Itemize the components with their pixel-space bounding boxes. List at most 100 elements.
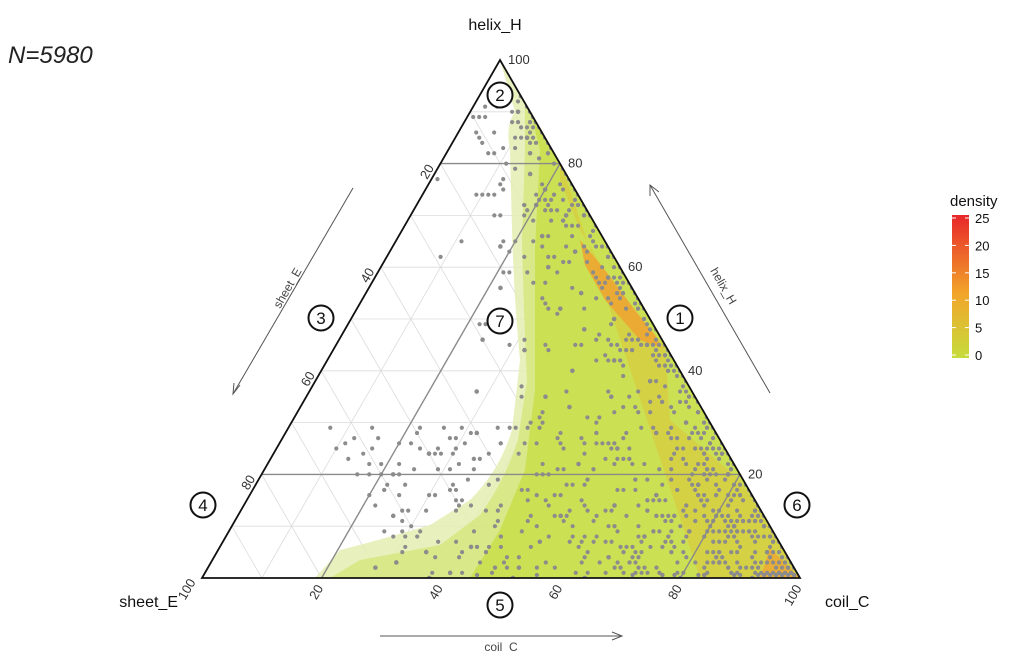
legend-tick-label-0: 0 (975, 348, 982, 363)
data-point-fill-763 (453, 508, 459, 513)
data-point-fill-180 (776, 550, 782, 555)
data-point-fill-458 (663, 539, 668, 544)
data-point-fill-639 (686, 394, 692, 399)
data-point-fill-799 (633, 477, 638, 482)
data-point-fill-720 (581, 213, 587, 218)
data-point-fill-32 (621, 487, 626, 493)
data-point-fill-863 (788, 570, 794, 575)
data-point-fill-800 (546, 306, 551, 311)
data-point-fill-812 (726, 524, 731, 529)
data-point-fill-37 (343, 441, 348, 446)
data-point-fill-619 (591, 518, 596, 524)
data-point-fill-694 (525, 425, 530, 430)
data-point-fill-645 (614, 291, 620, 296)
data-point-fill-348 (620, 280, 626, 285)
region-marker-ring-4 (189, 491, 217, 519)
data-point-fill-109 (606, 524, 611, 529)
data-point-fill-494 (630, 555, 635, 560)
data-point-fill-807 (570, 285, 575, 291)
data-point-fill-825 (587, 234, 593, 239)
data-point-fill-76 (660, 544, 665, 550)
data-point-fill-889 (498, 534, 504, 539)
data-point-fill-284 (522, 337, 527, 342)
grid-line-coil-10 (261, 111, 531, 579)
data-point-fill-649 (645, 498, 650, 503)
data-point-fill-537 (518, 135, 524, 140)
data-point-fill-279 (527, 140, 533, 145)
data-point-fill-826 (654, 513, 659, 518)
region-marker-label-1: 1 (675, 309, 684, 328)
data-point-fill-442 (501, 560, 507, 565)
data-point-56 (480, 337, 485, 343)
data-point-fill-890 (728, 498, 734, 503)
data-point-fill-837 (653, 337, 659, 342)
reference-line-coil_C-20 (320, 163, 561, 579)
data-point-38 (423, 549, 429, 555)
data-point-fill-237 (752, 529, 758, 534)
data-point-fill-145 (735, 560, 740, 565)
data-point-fill-86 (642, 461, 647, 467)
data-point-fill-264 (656, 353, 662, 358)
data-point-fill-815 (665, 368, 671, 373)
data-point-fill-250 (666, 513, 671, 518)
data-point-fill-277 (564, 513, 569, 518)
data-point-17 (581, 327, 587, 332)
data-point-fill-393 (764, 560, 770, 565)
data-point-fill-306 (758, 518, 764, 524)
data-point-fill-794 (776, 570, 782, 575)
data-point-fill-808 (441, 425, 446, 430)
tick-coil-80: 80 (665, 582, 685, 602)
data-point-fill-586 (612, 461, 617, 467)
legend-tick-label-20: 20 (975, 238, 989, 253)
data-point-fill-352 (367, 461, 372, 467)
data-point-fill-379 (579, 436, 584, 441)
data-point-fill-464 (474, 192, 479, 197)
tick-coil-40: 40 (426, 582, 446, 602)
data-point-fill-646 (615, 560, 620, 565)
data-point-fill-708 (609, 322, 614, 327)
data-point-fill-322 (400, 508, 405, 513)
reference-lines (261, 162, 741, 579)
data-point-fill-273 (746, 529, 752, 534)
data-point-fill-373 (391, 534, 396, 539)
data-point-57 (498, 285, 503, 291)
data-point-fill-326 (543, 280, 548, 285)
data-point-fill-84 (606, 358, 611, 363)
data-point-fill-605 (731, 493, 737, 498)
data-point-fill-256 (492, 524, 498, 529)
data-point-fill-843 (635, 337, 641, 342)
data-point-fill-473 (614, 280, 620, 285)
data-point-fill-864 (722, 477, 728, 482)
data-point-fill-637 (570, 534, 575, 539)
data-point-39 (606, 554, 611, 560)
data-point-fill-59 (599, 244, 605, 249)
data-point-fill-139 (636, 524, 641, 529)
data-point-fill-861 (524, 125, 530, 130)
data-point-fill-69 (753, 570, 758, 575)
reference-line-coil_C-80 (679, 474, 741, 579)
data-point-fill-892 (408, 441, 414, 446)
data-point-fill-851 (543, 342, 548, 347)
data-point-fill-347 (585, 259, 590, 265)
data-point-fill-112 (657, 498, 662, 503)
data-point-fill-609 (677, 399, 683, 404)
data-point-fill-769 (752, 539, 758, 544)
data-point-fill-463 (460, 570, 465, 575)
data-point-fill-5 (669, 539, 674, 544)
data-point-fill-764 (636, 565, 641, 570)
data-point-fill-517 (456, 503, 462, 508)
region-marker-ring-7 (486, 307, 514, 335)
data-point-fill-207 (750, 565, 755, 570)
data-point-fill-333 (632, 301, 638, 306)
data-point-fill-479 (569, 202, 575, 208)
data-point-fill-147 (531, 218, 536, 223)
data-point-fill-873 (707, 441, 713, 446)
data-point-fill-485 (593, 244, 599, 249)
data-point-fill-216 (702, 493, 707, 498)
data-point-fill-679 (516, 451, 521, 456)
data-point-fill-213 (513, 145, 518, 151)
tick-helix-20: 20 (748, 466, 762, 481)
data-point-fill-271 (669, 467, 674, 472)
data-point-fill-552 (702, 503, 707, 508)
data-point-fill-876 (714, 493, 719, 498)
